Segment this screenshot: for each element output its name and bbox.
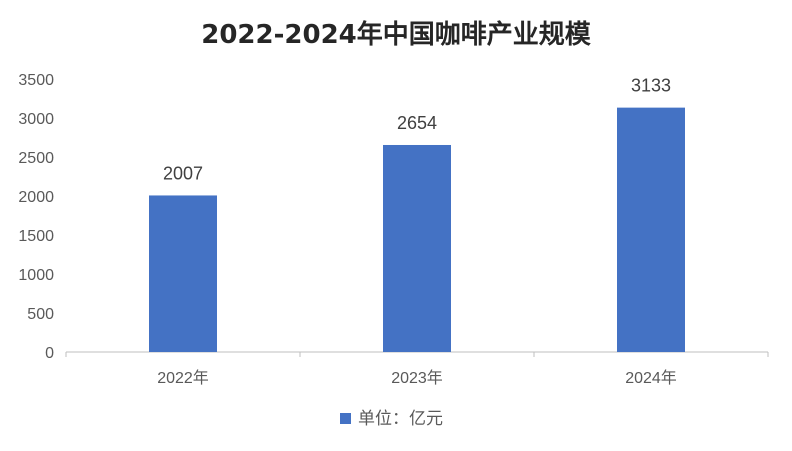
y-tick-label: 2000 — [18, 189, 54, 206]
y-tick-label: 0 — [45, 345, 54, 362]
y-tick-label: 500 — [27, 306, 54, 323]
bar — [383, 144, 451, 352]
x-tick-label: 2023年 — [391, 369, 443, 387]
data-label: 2654 — [397, 113, 437, 133]
y-tick-label: 1500 — [18, 228, 54, 245]
x-tick-label: 2022年 — [157, 369, 209, 387]
data-label: 3133 — [631, 76, 671, 96]
data-label: 2007 — [163, 163, 203, 183]
chart-title: 2022-2024年中国咖啡产业规模 — [201, 20, 591, 50]
y-tick-label: 3000 — [18, 111, 54, 128]
y-tick-label: 3500 — [18, 72, 54, 89]
y-tick-label: 2500 — [18, 150, 54, 167]
bar — [149, 195, 217, 352]
legend-swatch — [340, 413, 351, 424]
x-tick-label: 2024年 — [625, 369, 677, 387]
bar — [617, 107, 685, 352]
y-tick-label: 1000 — [18, 267, 54, 284]
legend-label: 单位：亿元 — [358, 409, 443, 428]
